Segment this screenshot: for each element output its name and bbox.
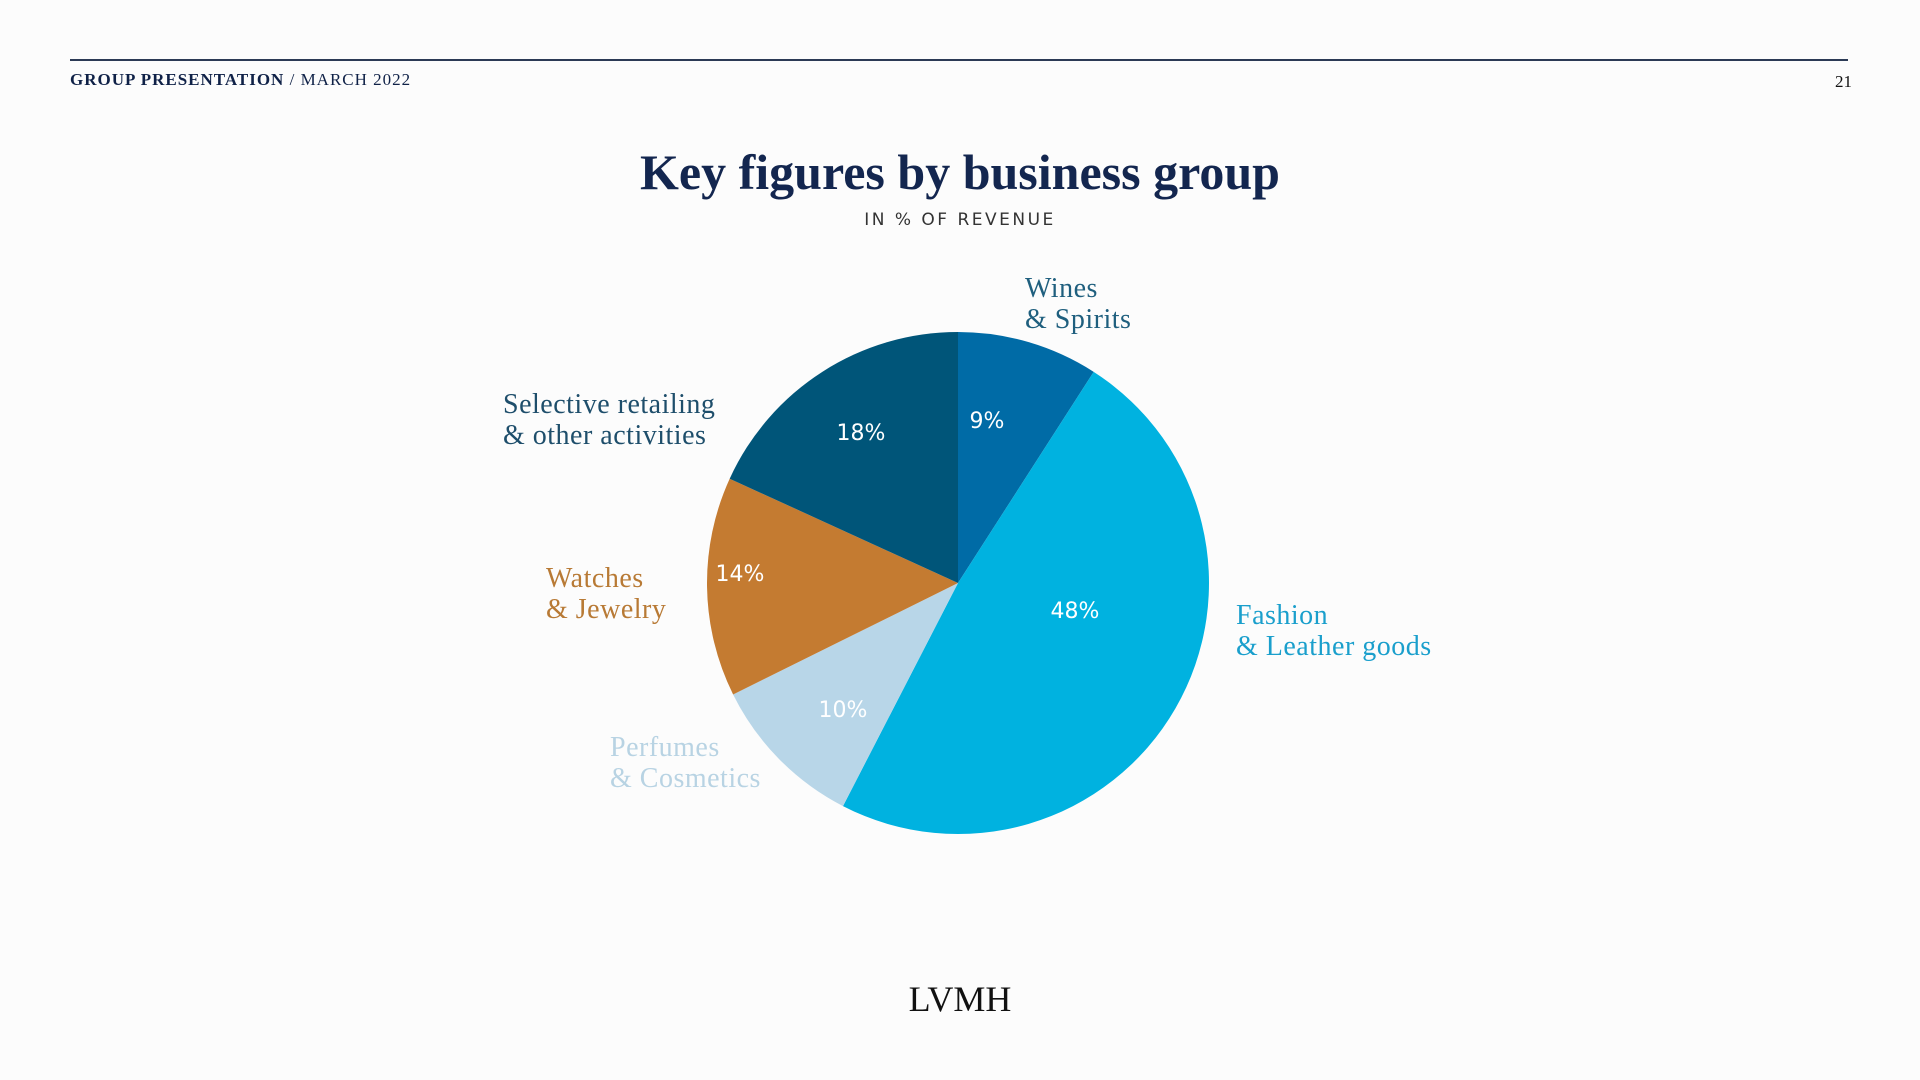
value-label: 18% <box>837 421 886 446</box>
category-label-line: & Cosmetics <box>610 763 761 794</box>
category-label-line: & Spirits <box>1025 304 1132 335</box>
category-label: Wines & Spirits <box>1025 273 1131 335</box>
category-label-line: Watches <box>546 563 644 594</box>
category-label-line: & other activities <box>503 420 707 451</box>
header-separator: / <box>284 70 301 89</box>
header-date: MARCH 2022 <box>300 70 412 89</box>
value-label: 14% <box>716 562 765 587</box>
category-label-line: Perfumes <box>610 732 720 763</box>
category-label: Selective retailing & other activities <box>503 389 715 451</box>
pie-slice-selective-retailing-other-activities <box>729 332 958 583</box>
page-number: 21 <box>1835 72 1852 91</box>
presentation-header: GROUP PRESENTATION / MARCH 2022 <box>70 70 411 90</box>
value-label: 48% <box>1051 599 1100 624</box>
pie-value-labels: 9% 48% 10% 14% 18% <box>716 409 1100 723</box>
category-label-line: & Leather goods <box>1236 631 1432 662</box>
pie-slice-wines-spirits <box>958 332 1094 583</box>
value-label: 9% <box>970 409 1005 434</box>
category-label: Perfumes & Cosmetics <box>610 732 761 794</box>
chart-subtitle: IN % OF REVENUE <box>864 210 1056 230</box>
pie-slices <box>707 332 1209 834</box>
category-label-line: Selective retailing <box>503 389 716 420</box>
category-label-line: & Jewelry <box>546 594 667 625</box>
pie-slice-fashion-leather-goods <box>842 371 1209 834</box>
category-label: Fashion & Leather goods <box>1236 600 1432 662</box>
header-presentation-name: GROUP PRESENTATION <box>70 70 285 89</box>
category-label-line: Wines <box>1025 273 1098 304</box>
value-label: 10% <box>819 698 868 723</box>
chart-title: Key figures by business group <box>640 144 1280 200</box>
pie-slice-watches-jewelry <box>707 478 958 695</box>
category-label-line: Fashion <box>1236 600 1329 631</box>
header-rule <box>70 59 1848 61</box>
lvmh-logo: LVMH <box>908 979 1012 1019</box>
category-label: Watches & Jewelry <box>546 563 666 625</box>
pie-slice-perfumes-cosmetics <box>733 583 958 807</box>
